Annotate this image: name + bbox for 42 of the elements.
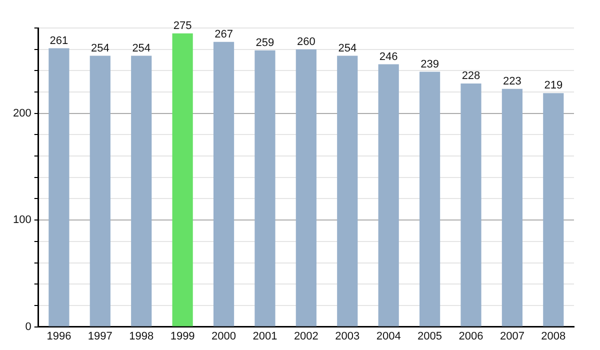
bar	[254, 50, 276, 326]
data-label: 267	[214, 28, 233, 40]
bar	[131, 56, 152, 326]
x-tick-label: 2008	[541, 330, 566, 342]
bar	[172, 33, 193, 326]
x-tick-label: 1997	[88, 330, 112, 342]
x-tick-label: 2000	[212, 330, 236, 342]
x-tick-label: 2001	[252, 330, 278, 342]
data-label: 254	[90, 42, 110, 54]
data-label: 260	[296, 36, 316, 48]
bar	[90, 56, 110, 326]
x-tick-label: 1996	[46, 330, 72, 342]
data-label: 228	[462, 70, 480, 82]
y-tick-label: 200	[12, 107, 32, 120]
bar	[543, 93, 564, 326]
data-label: 261	[50, 34, 68, 47]
data-label: 254	[132, 42, 151, 54]
data-label: 275	[173, 20, 192, 32]
bar	[502, 88, 522, 326]
data-label: 223	[503, 75, 522, 88]
y-tick-label: 0	[25, 320, 32, 333]
x-tick-label: 2005	[418, 330, 442, 342]
data-label: 239	[420, 58, 439, 70]
x-tick-label: 2002	[294, 330, 318, 342]
bar	[48, 48, 70, 326]
x-tick-label: 1999	[170, 330, 195, 342]
x-tick-label: 1998	[129, 330, 154, 342]
bar	[378, 64, 399, 326]
bar	[337, 56, 358, 326]
bar	[460, 83, 482, 326]
bar	[213, 42, 234, 326]
bar	[296, 49, 316, 326]
x-tick-label: 2007	[500, 330, 524, 342]
data-label: 246	[379, 50, 398, 63]
x-tick-label: 2003	[335, 330, 360, 342]
x-tick-label: 2006	[458, 330, 484, 342]
data-label: 259	[256, 36, 274, 49]
y-tick-label: 100	[12, 214, 32, 226]
bar	[419, 72, 440, 326]
data-label: 219	[544, 80, 563, 92]
data-label: 254	[338, 42, 357, 54]
x-tick-label: 2004	[376, 330, 401, 342]
